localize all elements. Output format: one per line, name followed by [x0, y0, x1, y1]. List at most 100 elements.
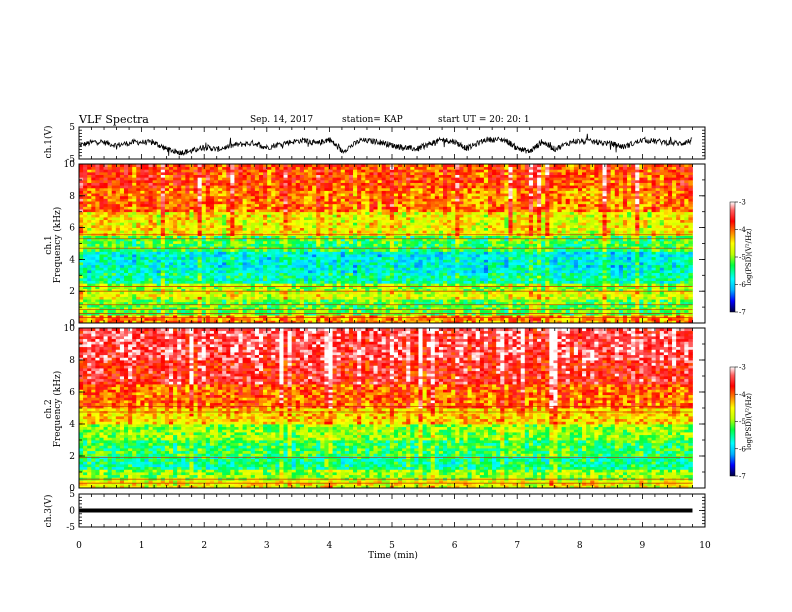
spectrogram-cell	[103, 288, 109, 292]
spectrogram-cell	[627, 299, 632, 303]
spectrogram-cell	[434, 320, 440, 324]
spectrogram-cell	[185, 246, 190, 250]
spectrogram-cell	[136, 280, 141, 284]
spectrogram-cell	[688, 262, 693, 266]
spectrogram-cell	[627, 320, 632, 324]
spectrogram-cell	[582, 307, 587, 311]
spectrogram-cell	[185, 275, 190, 279]
spectrogram-cell	[434, 272, 440, 276]
spectrogram-cell	[263, 248, 268, 252]
spectrogram-cell	[213, 312, 219, 316]
spectrogram-cell	[299, 235, 305, 239]
spectrogram-cell	[651, 240, 657, 244]
spectrogram-cell	[385, 272, 391, 276]
spectrogram-cell	[643, 317, 648, 321]
spectrogram-cell	[651, 254, 657, 258]
spectrogram-cell	[680, 267, 685, 271]
spectrogram-cell	[111, 288, 117, 292]
spectrogram-cell	[205, 315, 211, 319]
spectrogram-cell	[230, 304, 235, 308]
spectrogram-cell	[565, 309, 571, 313]
spectrogram-cell	[115, 307, 121, 311]
spectrogram-cell	[152, 288, 158, 292]
spectrogram-cell	[635, 251, 640, 255]
spectrogram-cell	[541, 275, 546, 279]
spectrogram-cell	[688, 270, 693, 274]
spectrogram-cell	[279, 238, 284, 242]
spectrogram-cell	[422, 251, 428, 255]
spectrogram-cell	[402, 259, 407, 263]
spectrogram-cell	[279, 240, 284, 244]
spectrogram-cell	[508, 283, 513, 287]
spectrogram-cell	[336, 272, 342, 276]
spectrogram-cell	[99, 267, 104, 271]
spectrogram-cell	[254, 275, 260, 279]
spectrogram-cell	[254, 293, 260, 297]
spectrogram-cell	[557, 309, 562, 313]
spectrogram-cell	[459, 272, 464, 276]
spectrogram-cell	[647, 275, 652, 279]
spectrogram-cell	[303, 288, 309, 292]
spectrogram-cell	[512, 315, 518, 319]
spectrogram-cell	[438, 256, 444, 260]
spectrogram-cell	[258, 254, 264, 258]
spectrogram-cell	[528, 256, 534, 260]
spectrogram-cell	[348, 291, 354, 295]
spectrogram-cell	[438, 299, 444, 303]
spectrogram-cell	[643, 259, 648, 263]
spectrogram-cell	[565, 317, 571, 321]
spectrogram-cell	[676, 283, 681, 287]
spectrogram-cell	[590, 270, 595, 274]
spectrogram-cell	[303, 256, 309, 260]
spectrogram-cell	[663, 285, 669, 289]
spectrogram-cell	[250, 259, 256, 263]
spectrogram-cell	[365, 309, 370, 313]
spectrogram-cell	[238, 283, 243, 287]
spectrogram-cell	[577, 262, 583, 266]
spectrogram-cell	[438, 243, 444, 247]
spectrogram-cell	[434, 267, 440, 271]
spectrogram-cell	[528, 320, 534, 324]
spectrogram-cell	[557, 299, 562, 303]
spectrogram-cell	[115, 235, 121, 239]
spectrogram-cell	[377, 291, 383, 295]
spectrogram-cell	[128, 238, 133, 242]
spectrogram-cell	[299, 272, 305, 276]
spectrogram-cell	[598, 240, 603, 244]
spectrogram-cell	[463, 315, 468, 319]
spectrogram-cell	[173, 243, 178, 247]
spectrogram-cell	[197, 256, 203, 260]
spectrogram-cell	[148, 248, 154, 252]
spectrogram-cell	[549, 267, 554, 271]
spectrogram-cell	[136, 243, 141, 247]
spectrogram-cell	[541, 301, 546, 305]
spectrogram-cell	[582, 285, 587, 289]
spectrogram-cell	[287, 235, 293, 239]
spectrogram-cell	[226, 315, 231, 319]
spectrogram-cell	[676, 280, 681, 284]
spectrogram-cell	[434, 288, 440, 292]
spectrogram-cell	[111, 301, 117, 305]
spectrogram-cell	[516, 301, 522, 305]
spectrogram-cell	[267, 301, 272, 305]
spectrogram-cell	[87, 277, 92, 281]
spectrogram-cell	[528, 275, 534, 279]
spectrogram-cell	[684, 288, 689, 292]
spectrogram-cell	[537, 275, 542, 279]
spectrogram-cell	[254, 267, 260, 271]
spectrogram-cell	[271, 299, 276, 303]
spectrogram-cell	[524, 262, 530, 266]
spectrogram-cell	[422, 285, 428, 289]
spectrogram-cell	[398, 307, 403, 311]
spectrogram-cell	[254, 238, 260, 242]
spectrogram-cell	[590, 275, 595, 279]
spectrogram-cell	[639, 262, 644, 266]
spectrogram-cell	[447, 320, 452, 324]
spectrogram-cell	[622, 283, 628, 287]
spectrogram-cell	[565, 254, 571, 258]
spectrogram-cell	[95, 301, 100, 305]
spectrogram-cell	[267, 264, 272, 268]
spectrogram-cell	[561, 288, 567, 292]
spectrogram-cell	[168, 296, 174, 300]
spectrogram-cell	[189, 267, 194, 271]
